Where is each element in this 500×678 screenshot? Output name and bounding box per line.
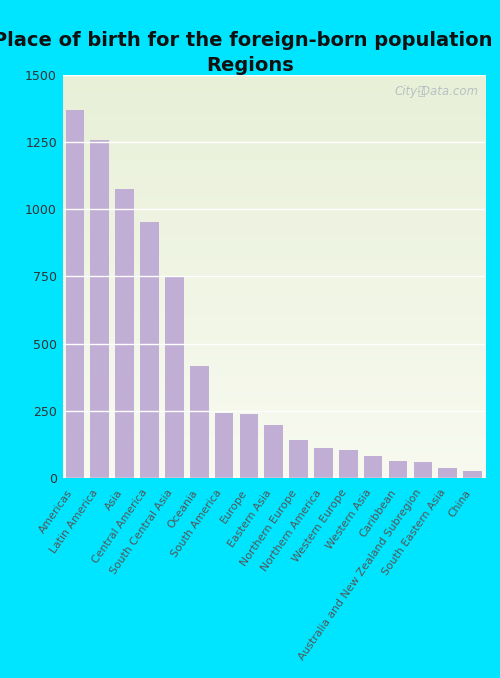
Bar	[66, 110, 84, 478]
Bar	[165, 276, 184, 478]
Bar	[339, 450, 357, 478]
Bar	[364, 456, 382, 478]
Bar	[438, 468, 457, 478]
Bar	[464, 471, 482, 478]
Bar	[414, 462, 432, 478]
Bar	[240, 414, 258, 478]
Bar	[314, 448, 333, 478]
Bar	[140, 222, 159, 478]
Bar	[290, 439, 308, 478]
Text: City-Data.com: City-Data.com	[394, 85, 478, 98]
Bar	[90, 140, 109, 478]
Text: Place of birth for the foreign-born population -
Regions: Place of birth for the foreign-born popu…	[0, 31, 500, 75]
Bar	[264, 425, 283, 478]
Bar	[116, 189, 134, 478]
Bar	[214, 413, 234, 478]
Bar	[190, 365, 208, 478]
Bar	[388, 461, 407, 478]
Text: Ⓜ: Ⓜ	[418, 85, 425, 98]
